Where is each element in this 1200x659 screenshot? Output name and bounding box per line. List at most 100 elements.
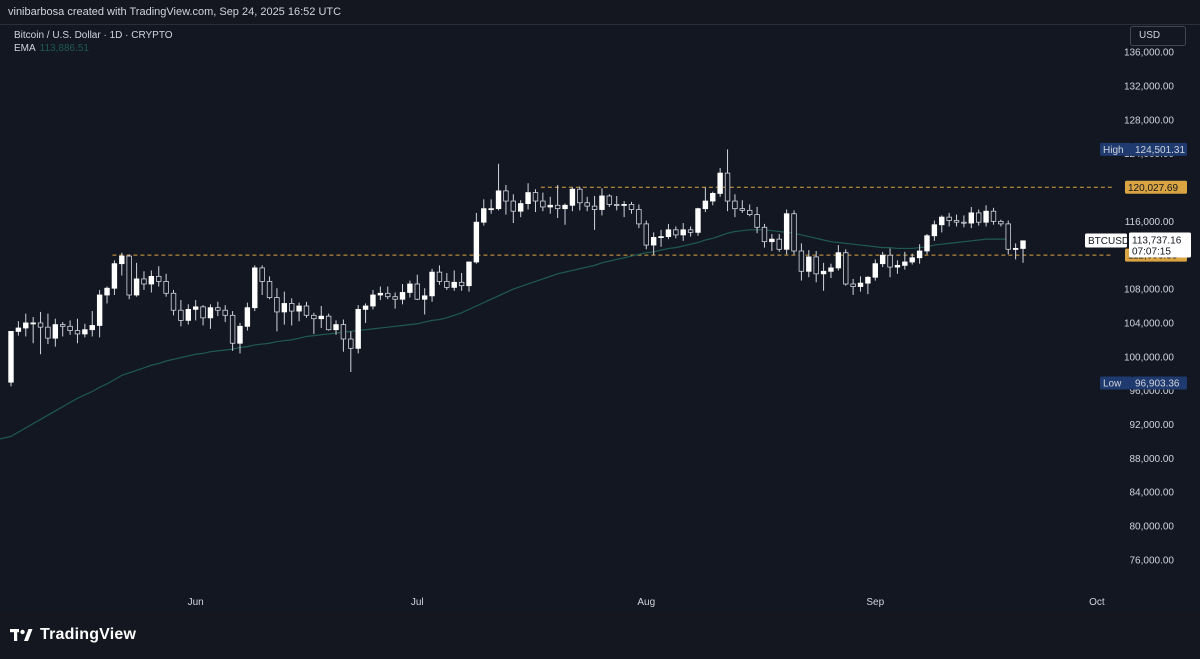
- candle-body: [820, 270, 827, 275]
- x-tick-label: Oct: [1089, 597, 1105, 608]
- candle-body: [835, 252, 842, 269]
- candle-body: [281, 303, 288, 313]
- candle-body: [761, 226, 768, 243]
- level-lines: [112, 186, 1112, 256]
- chart-legend: Bitcoin / U.S. Dollar · 1D · CRYPTO EMA 1…: [14, 29, 173, 55]
- candle-body: [52, 324, 59, 339]
- x-tick-label: Jun: [188, 597, 204, 608]
- candle-body: [74, 330, 81, 335]
- candle-body: [178, 309, 184, 321]
- currency-button[interactable]: USD: [1130, 26, 1186, 46]
- candle-body: [872, 263, 878, 278]
- candle-body: [650, 237, 657, 246]
- candle-body: [961, 221, 967, 224]
- candle-body: [311, 314, 317, 320]
- candle-body: [702, 200, 709, 210]
- candle-body: [259, 267, 265, 282]
- candle-body: [924, 235, 930, 252]
- ema-layer: [0, 229, 1009, 440]
- candle-body: [680, 229, 686, 236]
- low-label: Low: [1103, 378, 1122, 389]
- candle-body: [518, 203, 524, 212]
- candle-body: [126, 255, 132, 296]
- candle-body: [148, 275, 155, 285]
- candle-body: [318, 315, 324, 320]
- candle-body: [747, 209, 753, 215]
- attribution-text: vinibarbosa created with TradingView.com…: [8, 6, 342, 18]
- candle-body: [776, 238, 782, 250]
- candle-body: [355, 308, 361, 349]
- low-label-bg: [1100, 376, 1132, 390]
- candle-body: [813, 256, 819, 275]
- candle-body: [658, 236, 664, 238]
- candle-body: [229, 314, 236, 344]
- candle-body: [909, 257, 915, 263]
- candle-body: [643, 223, 649, 246]
- candle-body: [894, 264, 901, 268]
- candle-body: [466, 261, 472, 287]
- y-tick-label: 88,000.00: [1130, 454, 1175, 465]
- candle-body: [348, 338, 354, 349]
- price-axis: 76,000.00 80,000.00 84,000.00 88,000.00 92,0…: [1124, 48, 1174, 567]
- candle-body: [569, 188, 576, 206]
- candle-body: [421, 295, 428, 300]
- candle-body: [791, 213, 797, 252]
- candle-body: [540, 200, 546, 208]
- high-label-bg: [1100, 142, 1132, 156]
- candle-body: [754, 214, 760, 228]
- candle-body: [806, 256, 812, 272]
- candle-body: [340, 324, 347, 340]
- chart-frame[interactable]: [0, 24, 1200, 613]
- candle-body: [436, 271, 443, 282]
- candle-body: [325, 315, 332, 331]
- candle-body: [1020, 240, 1026, 249]
- candle-body: [385, 292, 391, 298]
- candle-body: [879, 254, 886, 265]
- candle-body: [429, 271, 435, 297]
- candle-body: [362, 305, 369, 310]
- candle-body: [237, 325, 243, 344]
- price-chart[interactable]: 76,000.00 80,000.00 84,000.00 88,000.00 92,0…: [0, 0, 1200, 612]
- ema-line: [0, 229, 1009, 440]
- candle-body: [739, 208, 746, 211]
- candle-body: [192, 306, 199, 310]
- candles-layer: [8, 149, 1026, 387]
- top-bar: vinibarbosa created with TradingView.com…: [0, 0, 1200, 24]
- y-tick-label: 104,000.00: [1124, 318, 1174, 329]
- last-price: 113,737.16: [1132, 236, 1182, 247]
- high-value: 124,501.31: [1135, 145, 1185, 156]
- candle-body: [207, 307, 214, 319]
- candle-body: [673, 229, 679, 236]
- candle-body: [732, 200, 738, 210]
- last-price-bg: [1129, 232, 1191, 258]
- y-tick-label: 100,000.00: [1124, 352, 1174, 363]
- candle-body: [222, 309, 228, 316]
- candle-body: [67, 325, 73, 331]
- x-tick-label: Jul: [411, 597, 424, 608]
- candle-body: [843, 252, 849, 285]
- tradingview-logo: TradingView: [10, 626, 136, 644]
- candle-body: [30, 322, 36, 325]
- candle-body: [407, 283, 413, 293]
- y-tick-label: 108,000.00: [1124, 285, 1174, 296]
- candle-body: [495, 190, 502, 210]
- bar-countdown: 07:07:15: [1132, 247, 1171, 258]
- candle-body: [990, 210, 997, 222]
- candle-body: [89, 325, 95, 331]
- y-tick-label: 92,000.00: [1130, 420, 1175, 431]
- y-tick-label: 76,000.00: [1130, 555, 1175, 566]
- candle-body: [252, 267, 258, 309]
- candle-body: [503, 190, 509, 202]
- candle-body: [606, 195, 613, 205]
- ema-label: EMA: [14, 43, 36, 54]
- ema-value: 113,886.51: [39, 43, 89, 54]
- candle-body: [983, 210, 989, 223]
- candle-body: [133, 278, 140, 296]
- candle-body: [1012, 248, 1019, 250]
- candle-body: [850, 283, 856, 287]
- candle-body: [296, 305, 302, 312]
- candle-body: [444, 281, 450, 288]
- candle-body: [931, 224, 938, 237]
- candle-body: [473, 221, 480, 263]
- candle-body: [614, 204, 620, 206]
